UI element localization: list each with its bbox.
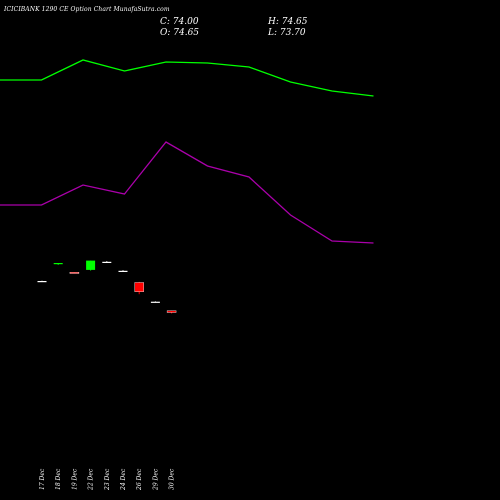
candle-body bbox=[150, 301, 160, 303]
candle bbox=[69, 272, 80, 274]
candle bbox=[37, 280, 47, 283]
candle-body bbox=[134, 282, 144, 293]
candle-body bbox=[53, 263, 63, 265]
x-tick-label: 18 Dec bbox=[55, 468, 62, 490]
candle bbox=[166, 310, 177, 314]
low-value: L: 73.70 bbox=[268, 28, 306, 38]
x-tick-label: 26 Dec bbox=[136, 468, 143, 491]
indicator-line-1 bbox=[0, 59, 374, 97]
x-tick-label: 24 Dec bbox=[120, 468, 127, 491]
x-tick-label: 30 Dec bbox=[169, 468, 176, 490]
candle bbox=[118, 270, 128, 272]
high-value: H: 74.65 bbox=[268, 17, 308, 27]
chart-title: ICICIBANK 1290 CE Option Chart MunafaSut… bbox=[4, 6, 170, 13]
candle bbox=[86, 260, 96, 271]
close-value: C: 74.00 bbox=[160, 17, 199, 27]
candles bbox=[37, 260, 177, 314]
open-value: O: 74.65 bbox=[160, 28, 200, 38]
x-tick-label: 19 Dec bbox=[71, 468, 78, 490]
indicator-line-2 bbox=[0, 141, 374, 244]
candle-body bbox=[86, 260, 96, 270]
candle-body bbox=[69, 272, 80, 274]
x-tick-label: 23 Dec bbox=[104, 468, 111, 491]
x-tick-label: 29 Dec bbox=[152, 468, 159, 491]
candle-body bbox=[37, 281, 47, 283]
candle-body bbox=[118, 270, 128, 272]
candle-body bbox=[166, 310, 177, 313]
x-axis-labels: 17 Dec 18 Dec 19 Dec 22 Dec 23 Dec 24 Dec 26 D… bbox=[39, 468, 176, 491]
candle bbox=[102, 261, 112, 263]
x-tick-label: 17 Dec bbox=[39, 468, 46, 490]
indicator-lines bbox=[0, 59, 374, 244]
candle bbox=[150, 301, 160, 303]
candle bbox=[134, 281, 144, 295]
candle bbox=[53, 263, 63, 265]
x-tick-label: 22 Dec bbox=[88, 468, 95, 491]
candle-body bbox=[102, 261, 112, 263]
